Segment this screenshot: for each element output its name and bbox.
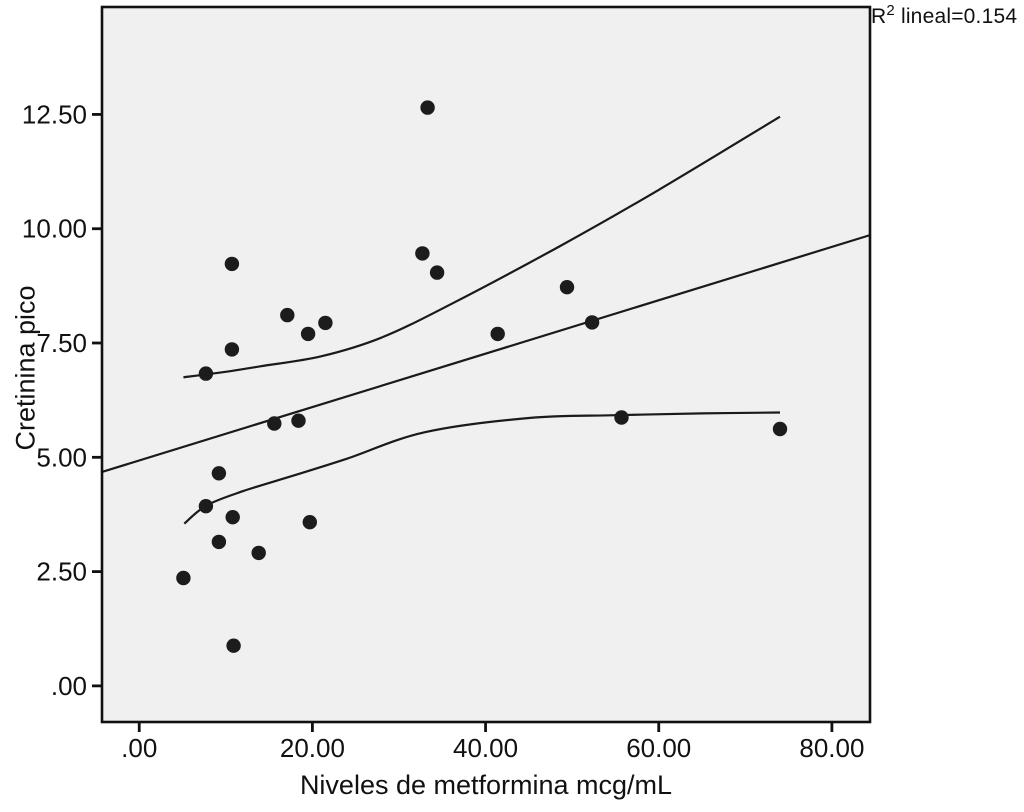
data-point	[198, 499, 214, 514]
y-tick-label: 5.00	[36, 442, 87, 472]
data-point	[280, 307, 295, 323]
x-tick-label: 80.00	[799, 733, 864, 763]
r-squared-exponent: 2	[886, 2, 895, 19]
r-squared-base: R	[871, 5, 887, 28]
data-point	[226, 638, 241, 653]
x-axis-title: Niveles de metformina mcg/mL	[299, 770, 673, 800]
data-point	[420, 100, 435, 115]
plot-area	[102, 7, 870, 722]
data-point	[267, 416, 282, 431]
y-tick-label: 10.00	[22, 214, 87, 244]
data-point	[211, 466, 227, 481]
r-squared-value: lineal=0.154	[894, 5, 1018, 28]
y-tick-label: 7.50	[36, 328, 87, 358]
x-tick-label: 60.00	[626, 733, 691, 763]
y-tick-label: .00	[51, 671, 87, 701]
data-point	[318, 315, 333, 331]
data-point	[224, 342, 240, 357]
upper-confidence-band	[183, 115, 781, 379]
data-point	[251, 545, 266, 561]
data-point	[614, 410, 629, 425]
r-squared-annotation: R2 lineal=0.154	[871, 3, 1023, 29]
data-point	[211, 534, 227, 550]
data-point	[302, 515, 317, 530]
lower-confidence-band	[183, 411, 781, 525]
plot-frame	[100, 5, 872, 724]
data-point	[490, 326, 505, 342]
data-point	[198, 366, 214, 381]
data-point	[291, 413, 306, 428]
y-axis-title: Cretinina pico	[10, 285, 41, 451]
y-tick-label: 2.50	[36, 557, 87, 587]
x-tick-label: 20.00	[280, 733, 345, 763]
data-point	[176, 570, 191, 586]
x-tick-label: 40.00	[453, 733, 518, 763]
data-point	[559, 280, 575, 295]
data-point	[429, 265, 445, 280]
data-point	[300, 326, 316, 342]
data-point	[415, 246, 430, 261]
data-point	[584, 315, 600, 330]
regression-line	[101, 234, 871, 473]
y-tick-label: 12.50	[22, 99, 87, 129]
data-point	[225, 510, 240, 525]
data-point	[224, 256, 240, 272]
x-tick-label: .00	[121, 733, 157, 763]
data-point	[772, 421, 788, 437]
